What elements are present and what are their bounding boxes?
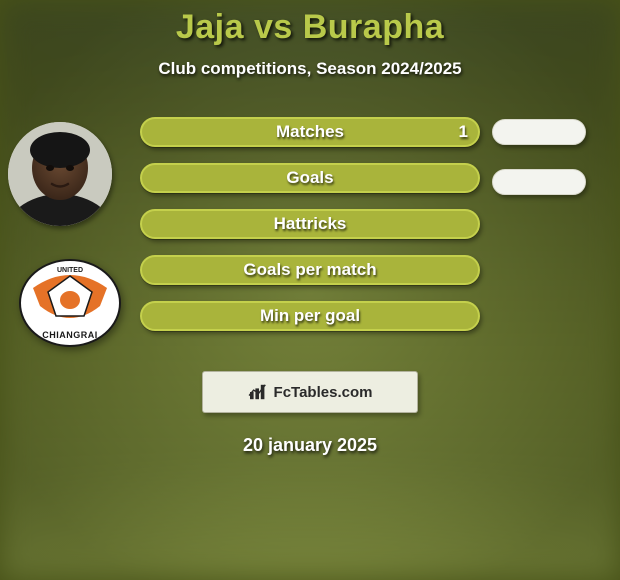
footer-date: 20 january 2025 [0, 435, 620, 456]
stat-p1-value: 1 [459, 122, 468, 142]
stat-label: Goals [286, 168, 333, 188]
stat-label: Min per goal [260, 306, 360, 326]
stat-bar-goals: Goals [140, 163, 480, 193]
stat-label: Hattricks [274, 214, 347, 234]
stat-label: Matches [276, 122, 344, 142]
stat-p2-pill [492, 119, 586, 145]
stat-bar-mpg: Min per goal [140, 301, 480, 331]
page-title: Jaja vs Burapha [0, 8, 620, 47]
stat-row-matches: Matches 1 [0, 117, 620, 149]
stat-row-hattricks: Hattricks [0, 209, 620, 241]
stat-bar-hattricks: Hattricks [140, 209, 480, 239]
stat-row-mpg: Min per goal [0, 301, 620, 333]
stat-bar-matches: Matches 1 [140, 117, 480, 147]
stat-p2-pill [492, 169, 586, 195]
chart-icon [248, 383, 270, 401]
watermark: FcTables.com [202, 371, 418, 413]
stat-row-goals: Goals [0, 163, 620, 195]
page-subtitle: Club competitions, Season 2024/2025 [0, 59, 620, 79]
stat-label: Goals per match [243, 260, 376, 280]
stat-row-gpm: Goals per match [0, 255, 620, 287]
watermark-text: FcTables.com [274, 384, 373, 401]
stat-bar-gpm: Goals per match [140, 255, 480, 285]
comparison-chart: Matches 1 Goals Hattricks Goals per matc… [0, 117, 620, 357]
